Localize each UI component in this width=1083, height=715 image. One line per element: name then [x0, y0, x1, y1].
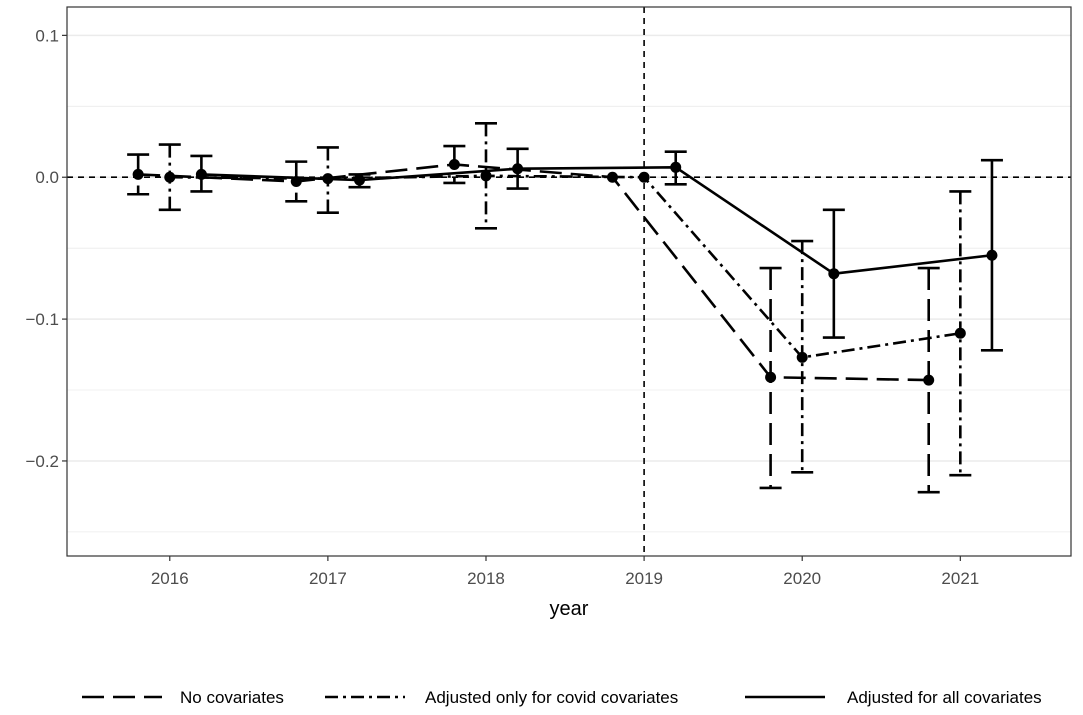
series-1 [158, 122, 972, 477]
legend-item-2: Adjusted for all covariates [745, 688, 1042, 707]
plot-panel-border [66, 6, 1072, 557]
x-axis-title: year [550, 598, 589, 620]
data-point [480, 170, 492, 182]
y-tick-label: −0.1 [25, 310, 59, 329]
x-tick-label: 2018 [467, 569, 505, 588]
data-point [195, 168, 207, 180]
axes: 0.1 0.0 −0.1 −0.2 2016 2017 2018 2019 2020 2021 [25, 26, 979, 588]
grid-lines [67, 34, 1071, 533]
series-2 [190, 147, 1003, 352]
legend-label: Adjusted only for covid covariates [425, 688, 678, 707]
series-line [169, 174, 961, 359]
x-tick-label: 2021 [941, 569, 979, 588]
data-point [923, 374, 935, 386]
x-tick-label: 2020 [783, 569, 821, 588]
series-layer [127, 122, 1003, 494]
legend-item-1: Adjusted only for covid covariates [325, 688, 678, 707]
series-line [138, 163, 929, 382]
data-point [638, 171, 650, 183]
data-point [448, 158, 460, 170]
x-tick-label: 2016 [151, 569, 189, 588]
data-point [670, 161, 682, 173]
data-point [986, 249, 998, 261]
data-point [796, 351, 808, 363]
legend-item-0: No covariates [82, 688, 284, 707]
y-tick-label: 0.1 [35, 26, 59, 45]
reference-lines [67, 7, 1071, 556]
legend-label: No covariates [180, 688, 284, 707]
data-point [954, 327, 966, 339]
data-point [765, 371, 777, 383]
series-line [201, 166, 993, 275]
data-point [132, 168, 144, 180]
data-point [828, 268, 840, 280]
legend: No covariates Adjusted only for covid cov… [82, 688, 1042, 707]
y-tick-label: 0.0 [35, 168, 59, 187]
x-tick-label: 2019 [625, 569, 663, 588]
data-point [164, 171, 176, 183]
legend-label: Adjusted for all covariates [847, 688, 1042, 707]
x-tick-label: 2017 [309, 569, 347, 588]
data-point [354, 174, 366, 186]
series-0 [127, 144, 940, 494]
y-tick-label: −0.2 [25, 452, 59, 471]
data-point [512, 163, 524, 175]
